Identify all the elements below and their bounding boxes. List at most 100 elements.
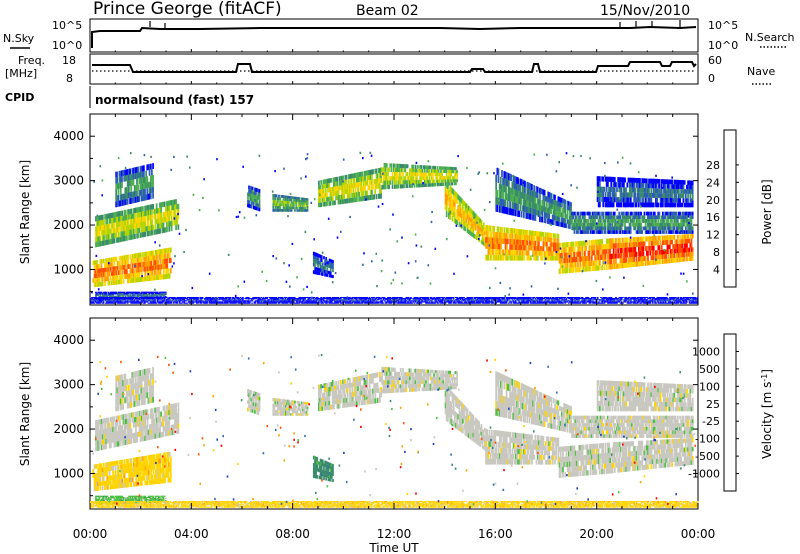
power-cell	[255, 191, 257, 196]
power-cell	[475, 219, 478, 224]
power-cell	[490, 249, 493, 255]
power-cell	[108, 295, 111, 298]
power-cell	[544, 206, 547, 213]
power-cell	[249, 193, 252, 197]
power-cell	[358, 196, 361, 202]
power-cell	[335, 181, 338, 187]
power-cell	[146, 261, 149, 267]
power-cell	[157, 269, 159, 275]
power-cell	[596, 181, 599, 187]
power-cell	[453, 217, 456, 224]
power-cell	[550, 203, 553, 209]
power-cell	[94, 300, 97, 302]
power-cell	[164, 258, 166, 264]
power-cell	[587, 226, 590, 231]
power-cell	[130, 229, 133, 235]
power-cell	[572, 252, 575, 258]
power-cell	[100, 296, 103, 298]
power-cell	[523, 239, 525, 246]
power-cell	[275, 205, 278, 209]
power-cell	[673, 253, 676, 258]
power-cell	[164, 293, 167, 295]
power-cell	[149, 187, 152, 194]
power-cell	[387, 184, 389, 190]
power-cell	[507, 238, 509, 245]
power-cell	[329, 187, 332, 192]
power-cell	[589, 215, 592, 220]
power-cell	[160, 254, 163, 260]
power-cell	[288, 206, 291, 210]
power-cell	[341, 180, 343, 186]
power-cell	[623, 211, 625, 216]
power-cell	[652, 222, 655, 227]
power-cell	[678, 222, 680, 227]
power-cell	[457, 205, 460, 211]
power-cell	[642, 256, 645, 262]
power-cell	[98, 268, 101, 274]
power-cell	[609, 186, 612, 192]
power-cell	[679, 243, 681, 249]
power-cell	[394, 172, 396, 177]
power-cell	[662, 235, 664, 241]
power-cell	[675, 230, 678, 234]
power-cell	[104, 293, 106, 295]
power-cell	[587, 211, 590, 216]
power-cell	[634, 247, 637, 252]
power-cell	[539, 236, 541, 242]
power-cell	[658, 245, 661, 250]
power-cell	[283, 198, 286, 201]
power-cell	[126, 186, 129, 193]
power-cell	[134, 233, 136, 239]
power-cell	[609, 238, 612, 244]
power-cell	[597, 211, 600, 216]
power-cell	[469, 230, 471, 235]
power-cell	[275, 208, 278, 212]
power-cell	[145, 182, 148, 189]
power-cell	[493, 254, 495, 261]
power-cell	[290, 206, 293, 210]
power-cell	[612, 176, 615, 182]
power-cell	[118, 182, 121, 189]
power-cell	[318, 202, 320, 208]
power-cell	[140, 232, 143, 238]
power-cell	[531, 235, 533, 241]
power-cell	[684, 215, 687, 220]
power-cell	[523, 255, 525, 261]
power-cell	[660, 222, 663, 227]
power-cell	[148, 225, 151, 231]
power-cell	[619, 226, 622, 231]
power-cell	[137, 257, 140, 263]
power-cell	[94, 264, 97, 270]
power-cell	[484, 227, 486, 232]
power-cell	[505, 227, 508, 233]
power-cell	[136, 299, 138, 301]
power-cell	[161, 274, 164, 280]
power-cell	[600, 215, 602, 220]
power-cell	[482, 230, 485, 234]
power-cell	[597, 254, 600, 261]
power-cell	[167, 273, 170, 279]
power-cell	[99, 296, 102, 298]
power-cell	[380, 167, 382, 173]
power-cell	[104, 224, 106, 230]
power-cell	[541, 205, 544, 212]
power-cell	[93, 269, 96, 274]
power-cell	[432, 165, 434, 170]
power-cell	[495, 204, 498, 212]
power-cell	[120, 293, 122, 295]
power-cell	[444, 169, 447, 173]
power-cell	[138, 206, 141, 213]
power-cell	[547, 246, 549, 252]
power-cell	[515, 244, 517, 250]
power-cell	[339, 194, 342, 200]
power-cell	[513, 228, 516, 234]
power-cell	[555, 205, 557, 211]
power-cell	[657, 222, 660, 227]
power-cell	[635, 237, 638, 242]
power-cell	[445, 199, 448, 206]
power-cell	[250, 197, 253, 202]
power-cell	[112, 271, 114, 276]
power-cell	[124, 225, 127, 231]
power-cell	[327, 187, 329, 193]
power-cell	[472, 228, 475, 234]
